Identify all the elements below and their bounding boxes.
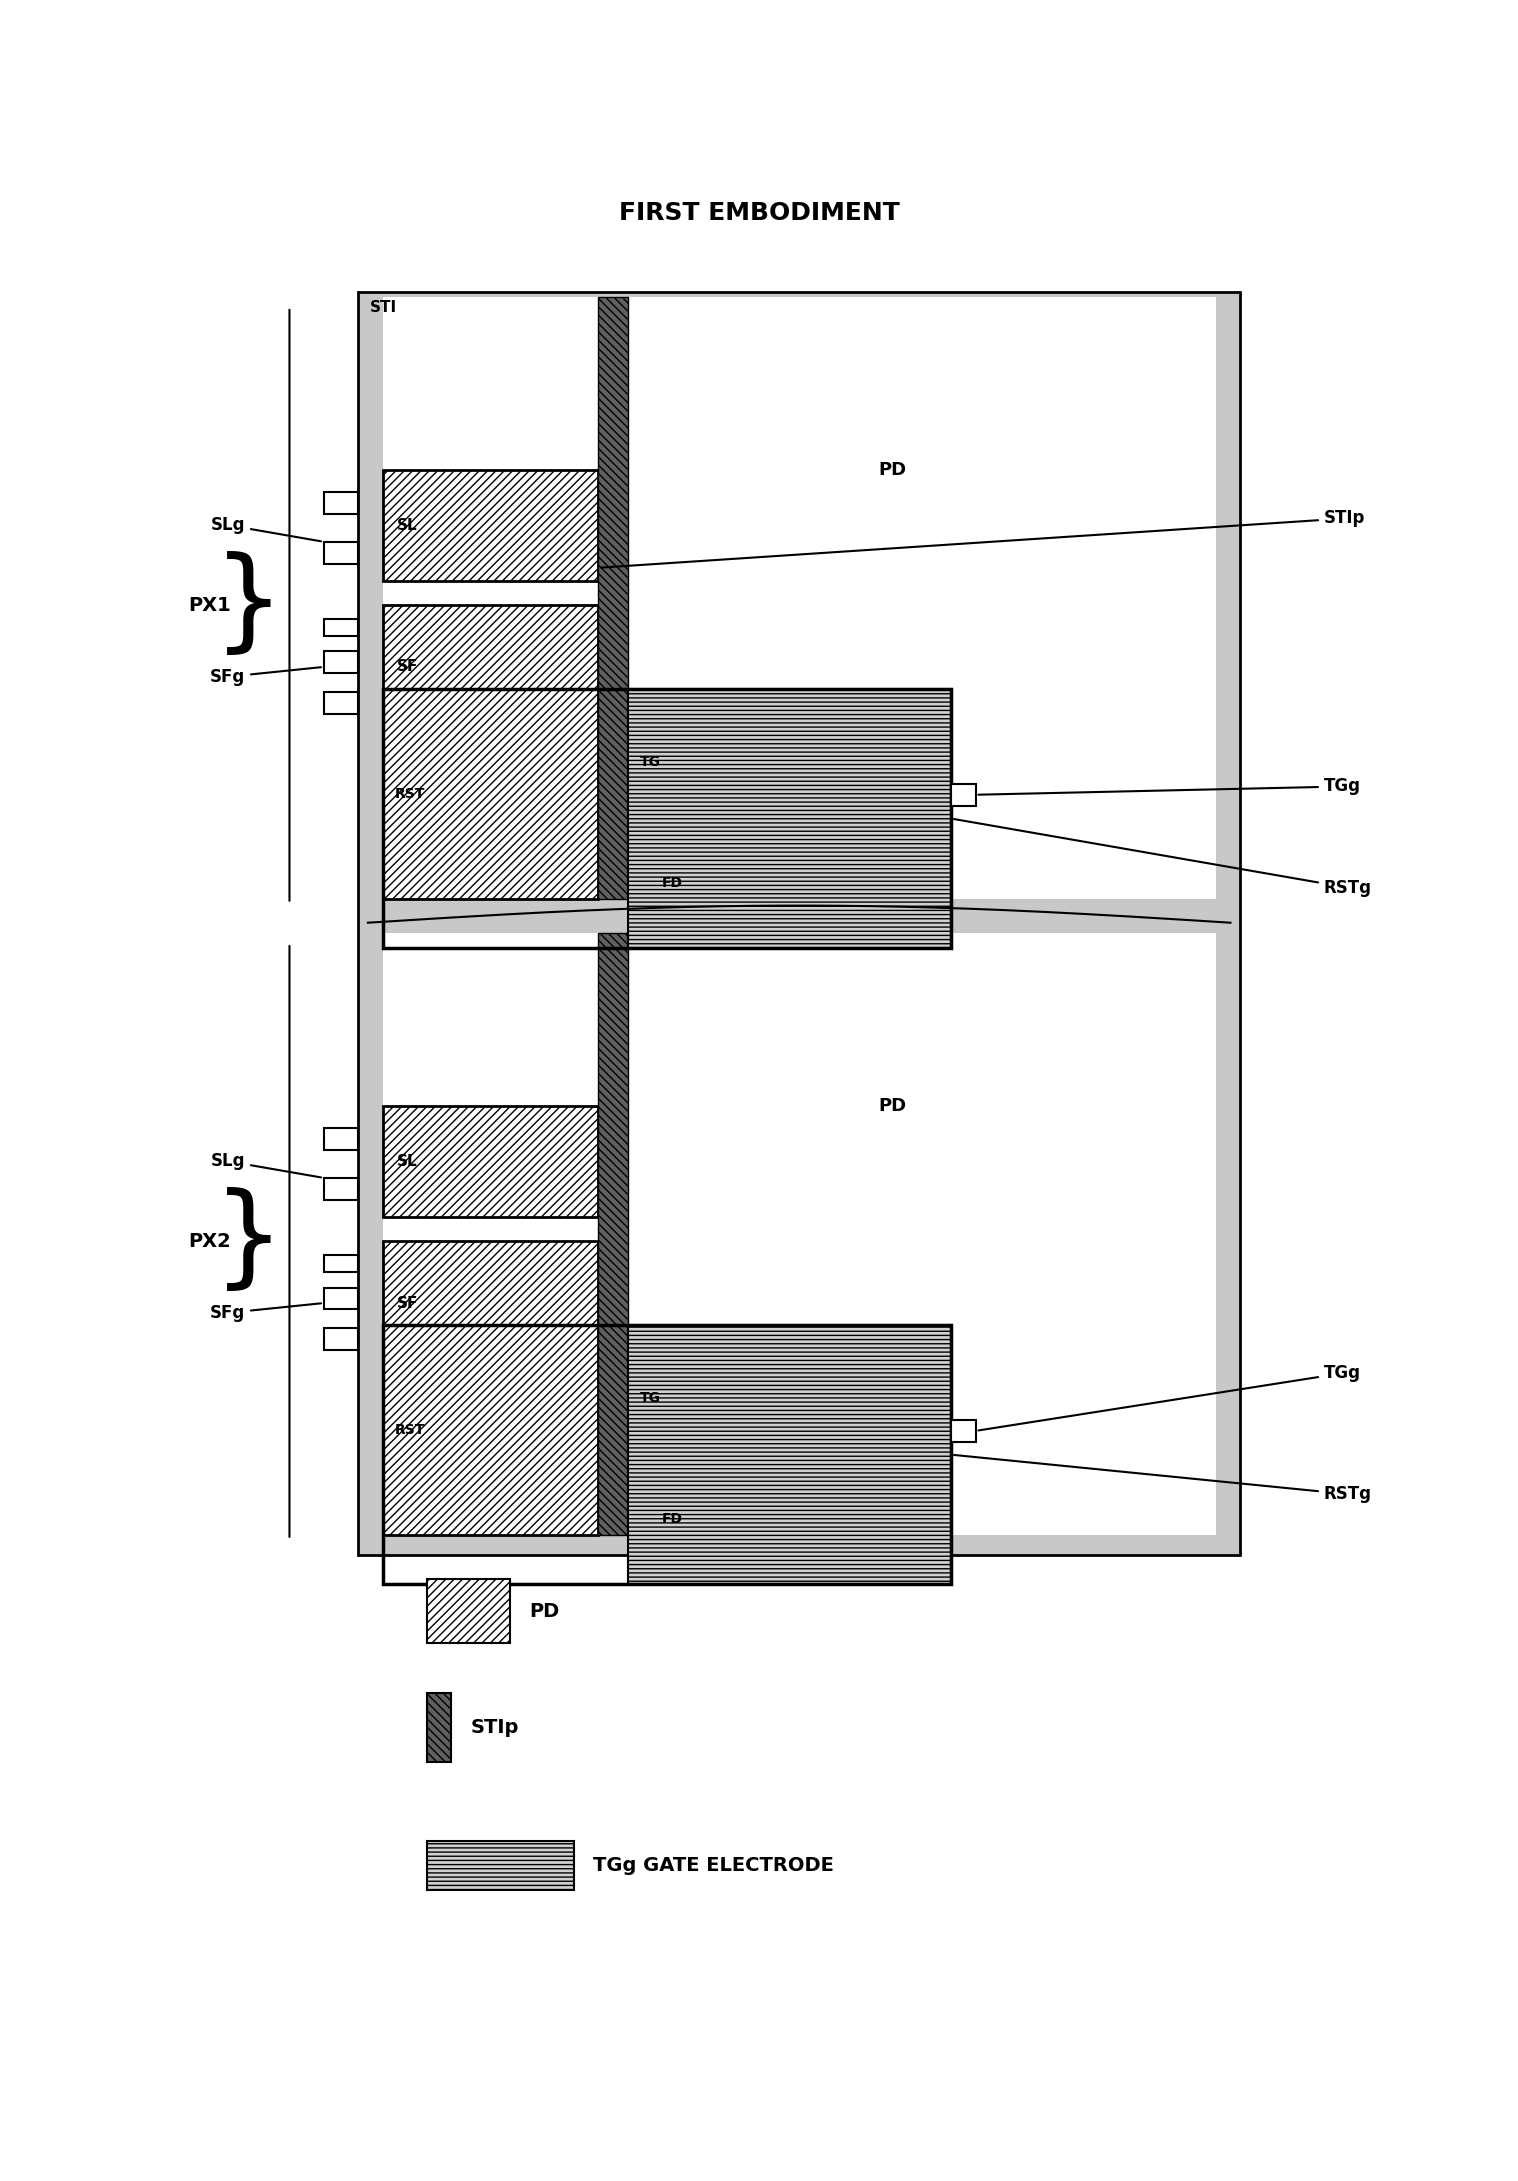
Text: PX2: PX2	[188, 1232, 231, 1252]
Text: FD: FD	[662, 877, 683, 890]
Text: PD: PD	[530, 1601, 560, 1620]
Text: SFg: SFg	[209, 1304, 320, 1322]
Bar	[323, 1254, 358, 1272]
Bar	[598, 933, 627, 1535]
Text: FIRST EMBODIMENT: FIRST EMBODIMENT	[619, 201, 899, 225]
Bar	[383, 1326, 952, 1583]
Bar	[383, 297, 1216, 899]
Text: SF: SF	[398, 1296, 419, 1311]
Bar	[427, 1841, 574, 1891]
Bar	[383, 1326, 598, 1535]
Text: SL: SL	[398, 517, 417, 532]
Bar	[383, 689, 598, 899]
Text: }: }	[213, 1186, 284, 1296]
Text: PX1: PX1	[188, 595, 231, 615]
Text: TGg GATE ELECTRODE: TGg GATE ELECTRODE	[594, 1856, 835, 1876]
Text: }: }	[213, 552, 284, 659]
Bar	[323, 1178, 358, 1200]
Bar	[598, 297, 627, 899]
Text: PD: PD	[879, 460, 906, 478]
Text: SL: SL	[398, 1154, 417, 1169]
Bar	[627, 1326, 952, 1583]
Text: SLg: SLg	[211, 517, 320, 541]
Text: TG: TG	[639, 755, 660, 768]
Text: RST: RST	[395, 1422, 425, 1437]
Text: SLg: SLg	[211, 1152, 320, 1178]
Text: TGg: TGg	[979, 776, 1360, 796]
Text: RSTg: RSTg	[953, 1455, 1372, 1503]
Bar	[383, 606, 598, 728]
Bar	[627, 689, 952, 949]
Text: STI: STI	[370, 301, 398, 314]
Bar	[323, 1287, 358, 1309]
Bar	[323, 691, 358, 713]
Bar	[323, 543, 358, 565]
Bar	[383, 933, 1216, 1535]
Bar	[383, 1241, 598, 1365]
Bar	[427, 1579, 510, 1642]
Bar	[323, 619, 358, 637]
Bar	[383, 469, 598, 580]
Bar	[358, 292, 1240, 1555]
Text: STIp: STIp	[601, 510, 1365, 567]
Bar	[952, 783, 976, 805]
Bar	[323, 1328, 358, 1350]
Bar	[383, 1106, 598, 1217]
Text: FD: FD	[662, 1511, 683, 1527]
Bar	[427, 1692, 451, 1762]
Text: STIp: STIp	[471, 1719, 519, 1736]
Text: SF: SF	[398, 659, 419, 674]
Bar	[383, 689, 952, 949]
Text: TG: TG	[639, 1391, 660, 1405]
Bar	[952, 1420, 976, 1442]
Bar	[323, 1128, 358, 1149]
Text: RSTg: RSTg	[953, 820, 1372, 896]
Text: RST: RST	[395, 787, 425, 800]
Bar	[323, 493, 358, 515]
Bar	[323, 652, 358, 674]
Text: SFg: SFg	[209, 667, 320, 685]
Text: PD: PD	[879, 1097, 906, 1114]
Text: TGg: TGg	[979, 1365, 1360, 1431]
